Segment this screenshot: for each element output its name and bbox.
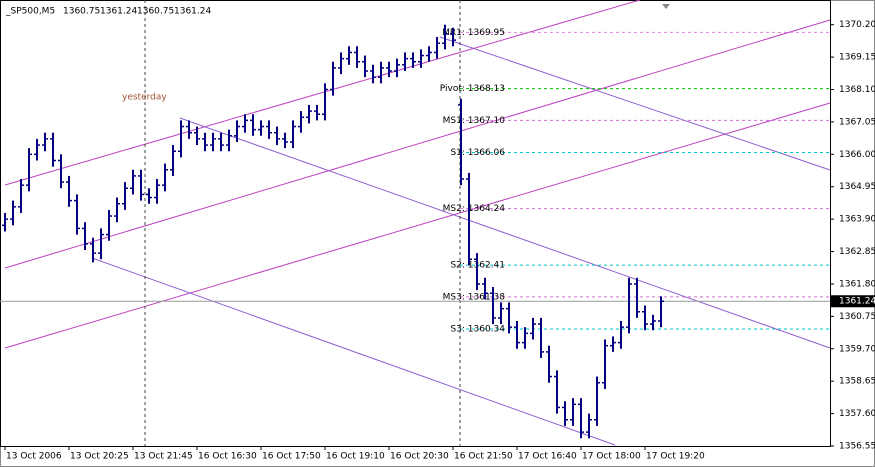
current-price-box xyxy=(831,295,875,308)
x-tick-label: 16 Oct 20:30 xyxy=(390,452,449,462)
channel-line xyxy=(179,117,831,349)
header-value: 1360.75 xyxy=(63,7,100,17)
pivot-label: MS2: 1364.24 xyxy=(443,204,506,214)
pivot-label: Pivot: 1368.13 xyxy=(440,84,505,94)
x-tick-label: 16 Oct 17:50 xyxy=(262,452,321,462)
x-tick-label: 17 Oct 19:20 xyxy=(646,452,705,462)
channels xyxy=(4,0,831,446)
scroll-marker xyxy=(662,4,670,9)
pivot-label: MS1: 1367.10 xyxy=(443,116,506,126)
x-tick-label: 16 Oct 21:50 xyxy=(454,452,513,462)
y-tick-label: 1367.05 xyxy=(839,117,875,127)
x-tick-label: 16 Oct 16:30 xyxy=(198,452,257,462)
header-value: 1361.24 xyxy=(100,7,137,17)
y-tick-label: 1364.95 xyxy=(839,182,875,192)
symbol: _SP500,M5 xyxy=(5,7,55,17)
current-price-label: 1361.24 xyxy=(839,297,875,307)
channel-line xyxy=(4,102,831,349)
pivot-label: MS3: 1361.38 xyxy=(443,292,506,302)
channel-line xyxy=(4,0,641,186)
header-value: 1360.75 xyxy=(137,7,174,17)
channel-line xyxy=(4,19,831,269)
pivot-label: S1: 1366.06 xyxy=(450,148,505,158)
y-tick-label: 1360.75 xyxy=(839,312,875,322)
x-tick-label: 17 Oct 16:40 xyxy=(518,452,577,462)
header-value: 1361.24 xyxy=(174,7,211,17)
x-tick-label: 13 Oct 2006 xyxy=(6,452,62,462)
x-tick-label: 13 Oct 20:25 xyxy=(70,452,129,462)
plot-area xyxy=(0,0,831,447)
y-tick-label: 1357.60 xyxy=(839,409,875,419)
x-tick-label: 17 Oct 18:00 xyxy=(582,452,641,462)
channel-line xyxy=(91,257,616,446)
x-tick-label: 13 Oct 21:45 xyxy=(134,452,193,462)
y-tick-label: 1368.10 xyxy=(839,85,875,95)
pivot-label: S3: 1360.34 xyxy=(450,325,505,335)
y-tick-label: 1359.70 xyxy=(839,344,875,354)
channel-line xyxy=(439,36,831,171)
y-tick-label: 1362.85 xyxy=(839,247,875,257)
y-tick-label: 1361.80 xyxy=(839,279,875,289)
annotation: yesterday xyxy=(122,93,167,103)
y-tick-label: 1369.15 xyxy=(839,53,875,63)
y-tick-label: 1356.55 xyxy=(839,442,875,452)
y-tick-label: 1363.90 xyxy=(839,215,875,225)
y-tick-label: 1358.65 xyxy=(839,377,875,387)
y-tick-label: 1366.00 xyxy=(839,150,875,160)
pivot-label: MR1: 1369.95 xyxy=(442,28,505,38)
y-tick-label: 1370.20 xyxy=(839,20,875,30)
x-tick-label: 16 Oct 19:10 xyxy=(326,452,385,462)
